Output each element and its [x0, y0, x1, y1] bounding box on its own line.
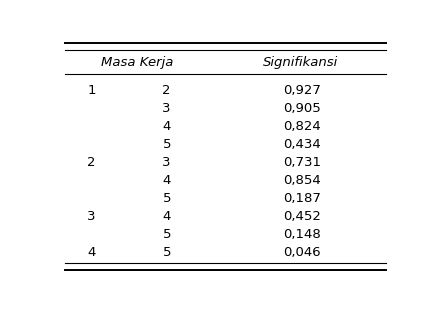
Text: 0,731: 0,731 — [283, 156, 321, 169]
Text: 5: 5 — [162, 138, 171, 151]
Text: 3: 3 — [162, 156, 171, 169]
Text: 5: 5 — [162, 246, 171, 259]
Text: 4: 4 — [162, 120, 171, 133]
Text: 0,046: 0,046 — [283, 246, 321, 259]
Text: 0,854: 0,854 — [283, 174, 321, 187]
Text: 4: 4 — [162, 210, 171, 223]
Text: 5: 5 — [162, 228, 171, 241]
Text: 3: 3 — [88, 210, 96, 223]
Text: 4: 4 — [162, 174, 171, 187]
Text: 3: 3 — [162, 102, 171, 115]
Text: 0,927: 0,927 — [283, 84, 321, 97]
Text: 0,434: 0,434 — [283, 138, 321, 151]
Text: 5: 5 — [162, 192, 171, 205]
Text: 0,905: 0,905 — [283, 102, 321, 115]
Text: 1: 1 — [88, 84, 96, 97]
Text: 0,187: 0,187 — [283, 192, 321, 205]
Text: 2: 2 — [88, 156, 96, 169]
Text: Signifikansi: Signifikansi — [263, 56, 338, 69]
Text: 0,452: 0,452 — [283, 210, 321, 223]
Text: 2: 2 — [162, 84, 171, 97]
Text: 0,148: 0,148 — [283, 228, 321, 241]
Text: 0,824: 0,824 — [283, 120, 321, 133]
Text: 4: 4 — [88, 246, 96, 259]
Text: Masa Kerja: Masa Kerja — [101, 56, 173, 69]
